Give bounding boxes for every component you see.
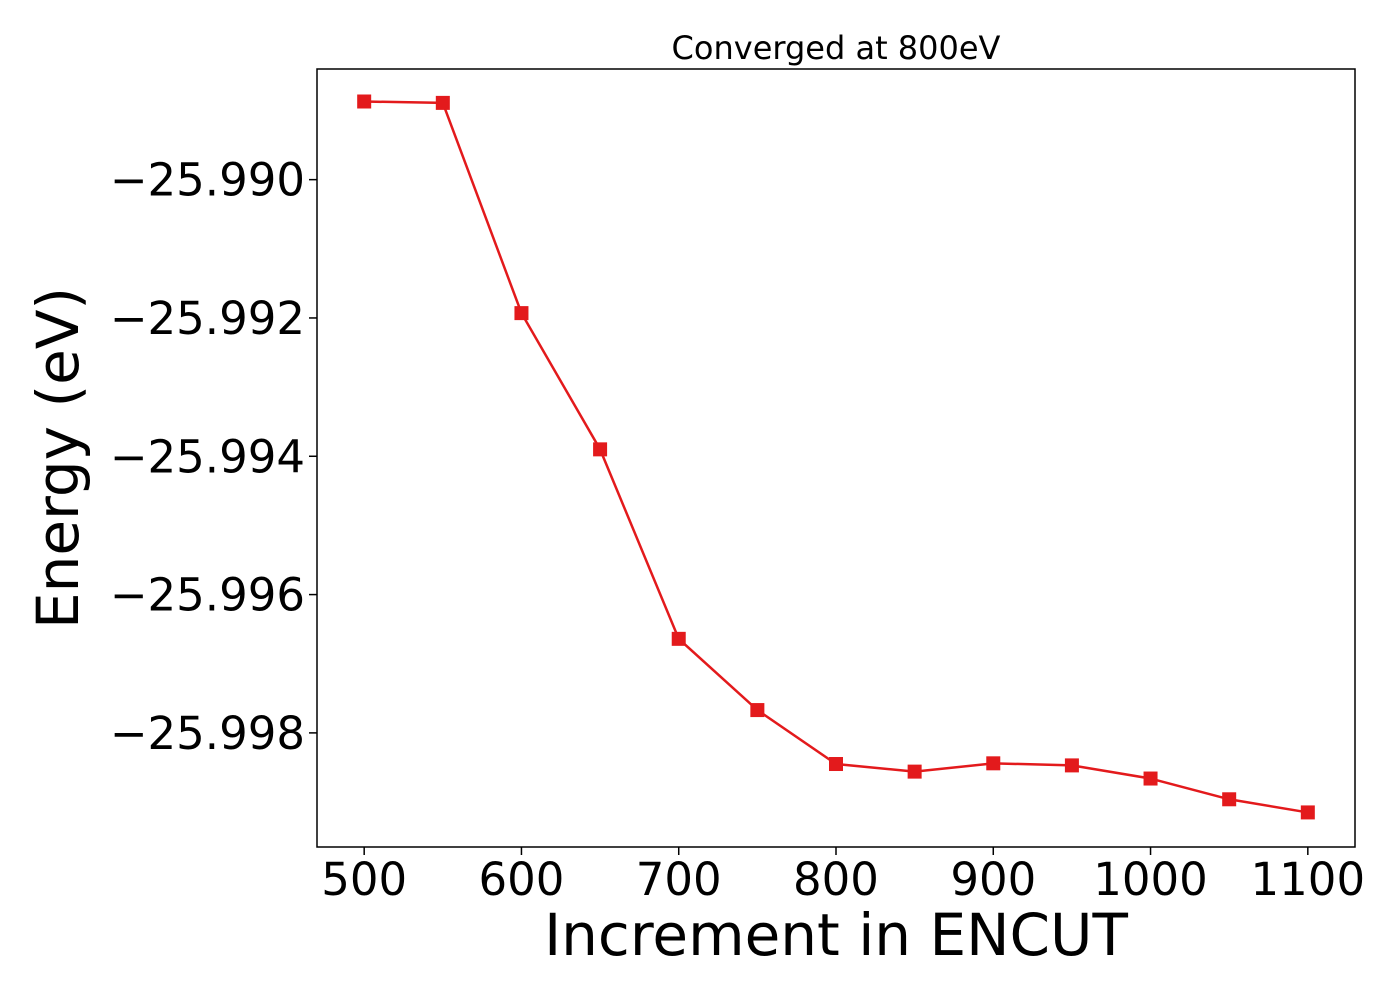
series-line	[364, 100, 1309, 814]
data-point-marker	[593, 442, 608, 457]
y-tick-label: −25.992	[110, 292, 305, 345]
y-tick-label: −25.990	[110, 154, 305, 207]
y-axis-ticks: −25.990 −25.992 −25.994 −25.996 −25.998	[110, 154, 317, 760]
x-tick-label: 700	[636, 853, 722, 906]
y-axis-label: Energy (eV)	[24, 287, 92, 629]
x-tick-label: 900	[950, 853, 1036, 906]
data-point-marker	[1143, 771, 1158, 786]
y-tick-label: −25.998	[110, 707, 305, 760]
x-axis-ticks: 500 600 700 800 900 1000 1100	[321, 847, 1365, 906]
y-tick-label: −25.994	[110, 430, 305, 483]
data-point-marker	[435, 95, 450, 110]
data-point-marker	[1222, 792, 1237, 807]
data-point-marker	[671, 631, 686, 646]
x-tick-label: 600	[479, 853, 565, 906]
series-layer	[357, 94, 1315, 820]
data-point-marker	[750, 703, 765, 718]
x-tick-label: 1000	[1093, 853, 1208, 906]
x-tick-label: 1100	[1251, 853, 1366, 906]
data-point-marker	[907, 764, 922, 779]
data-point-marker	[1300, 805, 1315, 820]
data-point-marker	[514, 306, 529, 321]
x-tick-label: 500	[321, 853, 407, 906]
x-tick-label: 800	[793, 853, 879, 906]
y-tick-label: −25.996	[110, 569, 305, 622]
data-point-marker	[1064, 758, 1079, 773]
x-axis-label: Increment in ENCUT	[544, 901, 1128, 969]
chart-title: Converged at 800eV	[672, 29, 1001, 67]
data-point-marker	[829, 757, 843, 772]
data-point-marker	[986, 756, 1001, 771]
data-point-marker	[357, 94, 372, 109]
